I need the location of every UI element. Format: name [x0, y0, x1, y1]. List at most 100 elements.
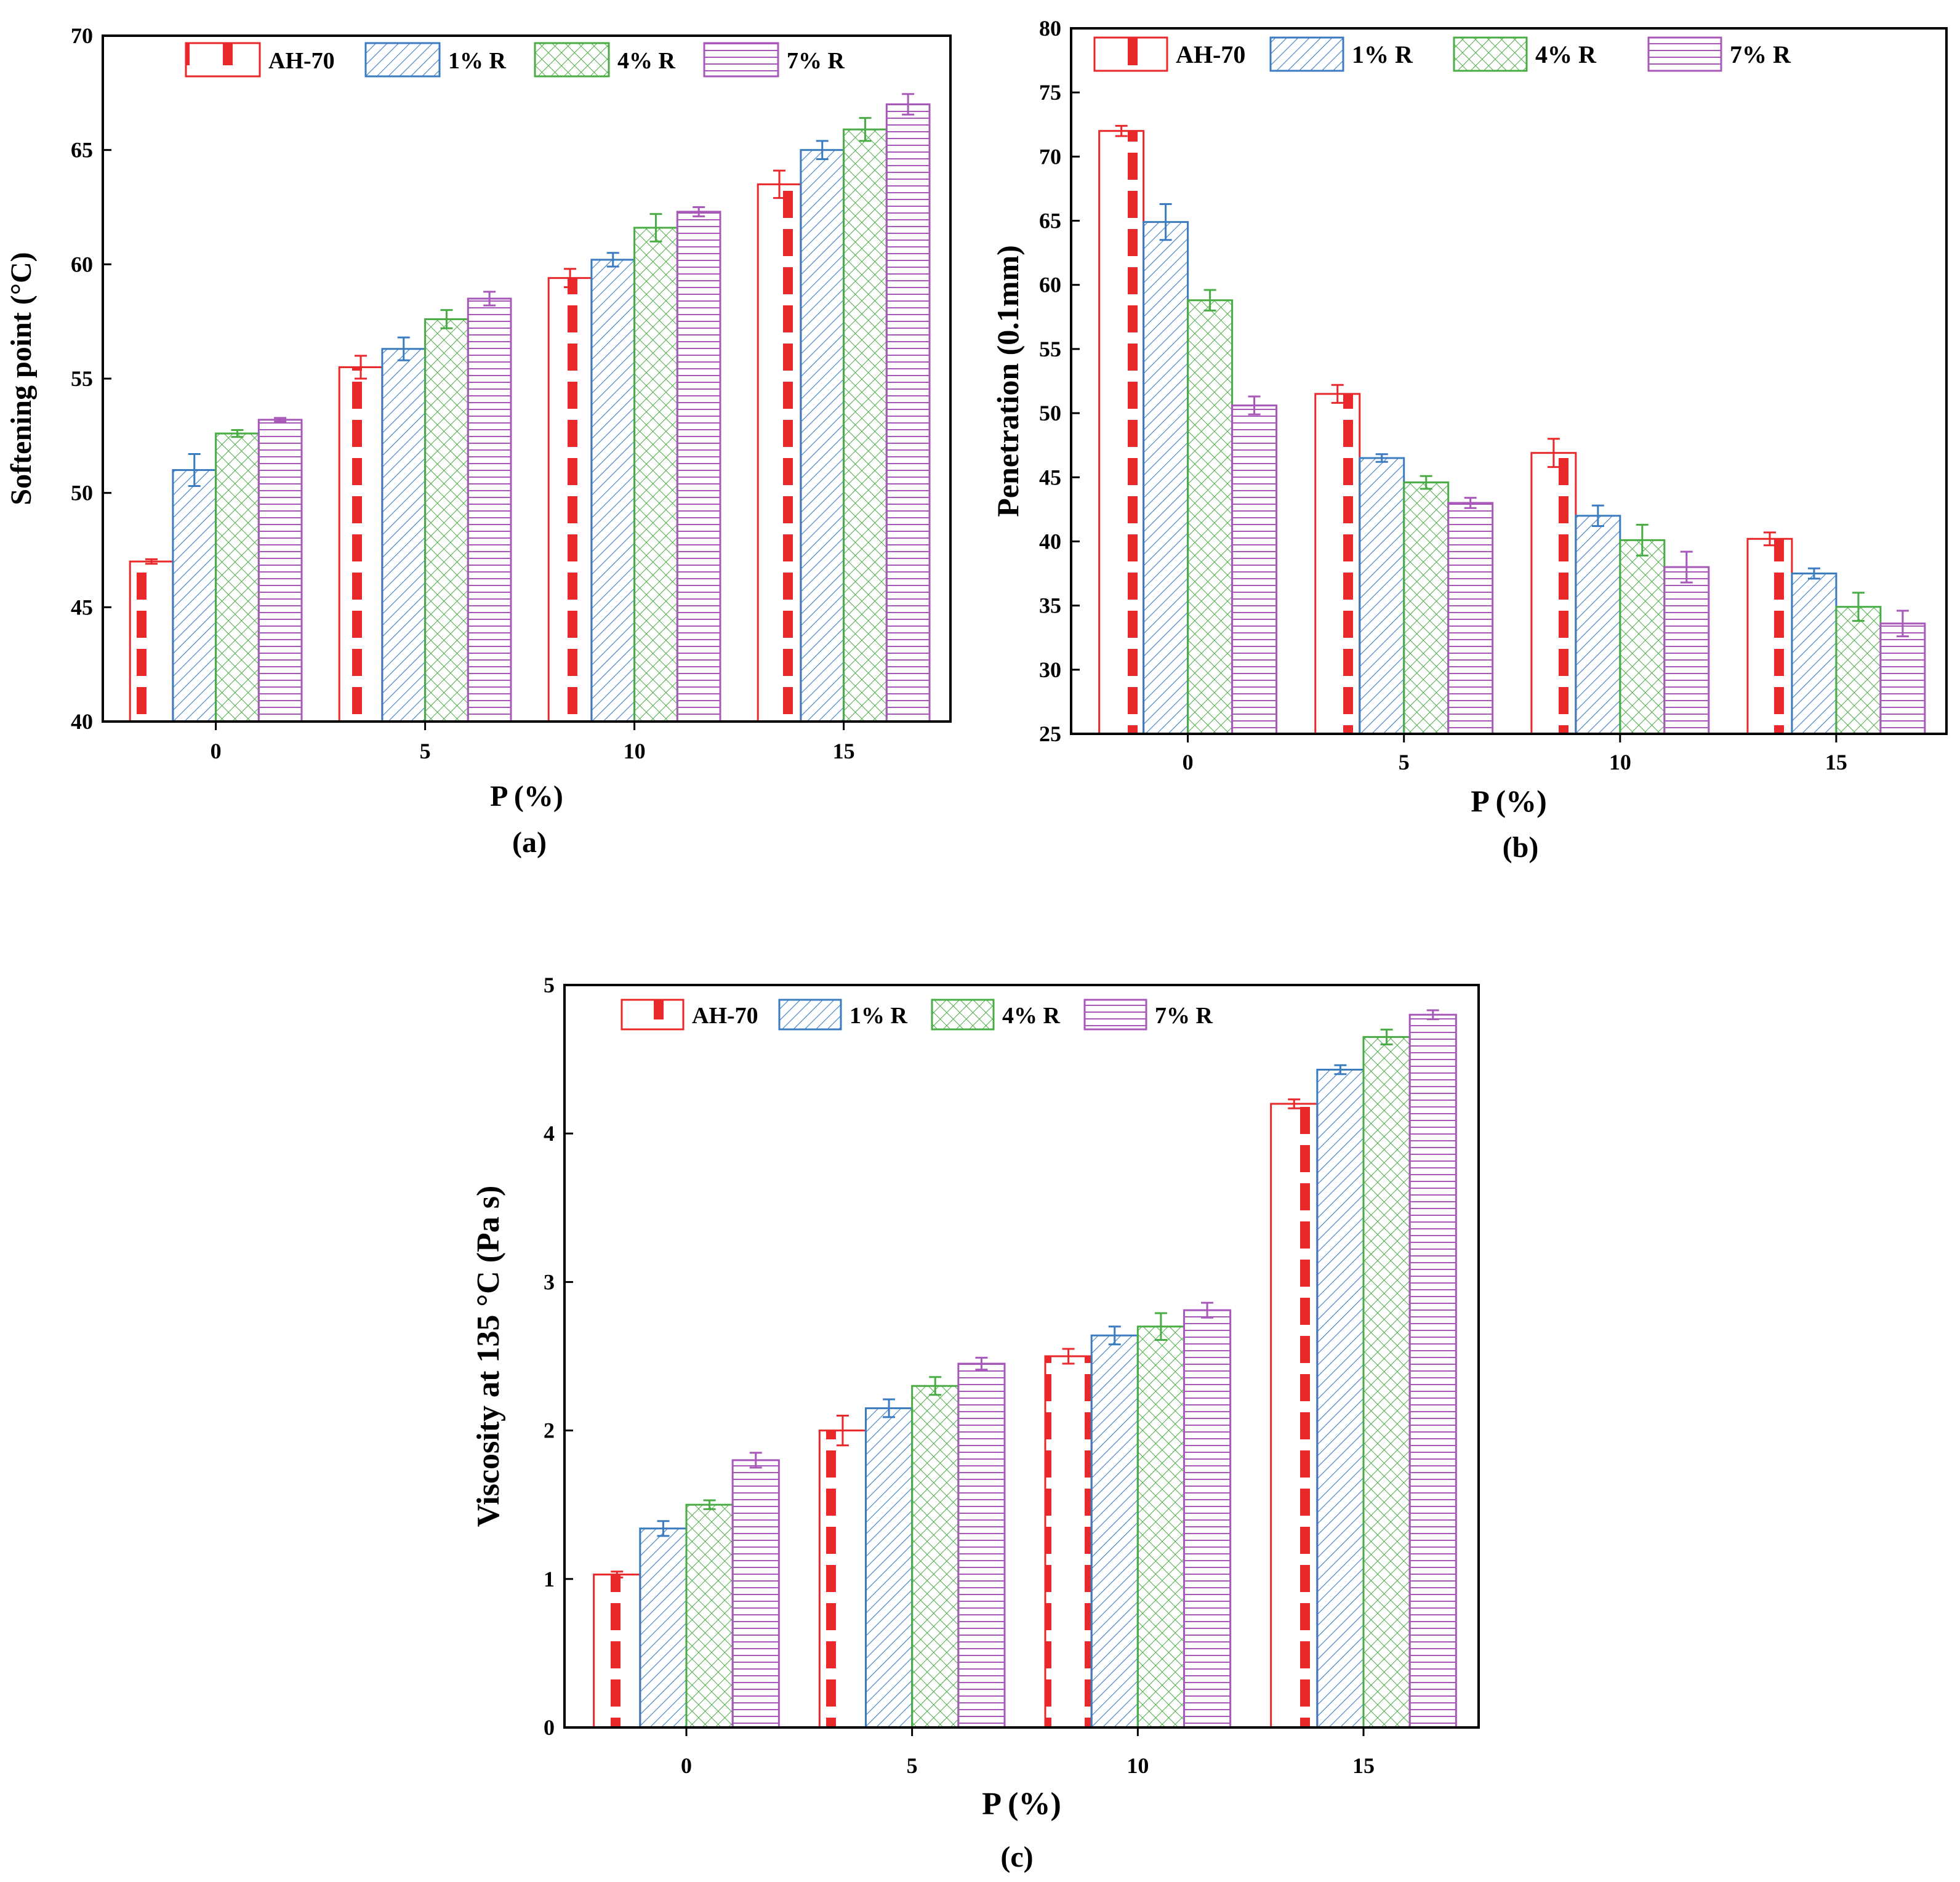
y-tick-label: 45 [1039, 465, 1061, 489]
y-tick-label: 25 [1039, 722, 1061, 746]
legend-label-7-r: 7% R [787, 48, 845, 74]
legend-swatch-7-r [1083, 999, 1147, 1031]
legend-label-ah-70: AH-70 [692, 1003, 758, 1029]
panel-label-c: (c) [1000, 1841, 1033, 1873]
legend-label-7-r: 7% R [1155, 1003, 1213, 1029]
bar-1-r-p5 [865, 1407, 914, 1729]
bar-7-r-p15 [1408, 1013, 1457, 1729]
y-tick-label: 65 [1039, 209, 1061, 233]
legend-label-ah-70: AH-70 [268, 48, 335, 74]
plot-frame [563, 984, 1480, 1729]
bar-7-r-p0 [731, 1459, 780, 1729]
y-tick-label: 35 [1039, 593, 1061, 618]
y-tick-label: 80 [1039, 16, 1061, 41]
bar-ah-70-p15 [1746, 537, 1793, 735]
y-tick-label: 60 [1039, 273, 1061, 297]
legend-label-1-r: 1% R [849, 1003, 908, 1029]
bar-1-r-p15 [1316, 1068, 1365, 1729]
y-tick-label: 65 [71, 138, 93, 163]
legend-label-1-r: 1% R [448, 48, 507, 74]
y-tick-label: 2 [544, 1418, 555, 1443]
legend-swatch-ah-70 [185, 42, 261, 78]
y-tick-label: 0 [544, 1715, 555, 1740]
legend-swatch-1-r [1269, 36, 1344, 72]
y-tick-label: 70 [71, 23, 93, 48]
legend-swatch-7-r [1647, 36, 1722, 72]
bar-1-r-p0 [172, 469, 217, 723]
bar-7-r-p0 [1231, 404, 1278, 735]
x-tick-label: 10 [624, 739, 646, 763]
bar-1-r-p15 [800, 149, 845, 723]
x-tick-label: 0 [211, 739, 222, 763]
plot-frame [1070, 27, 1948, 735]
bar-4-r-p5 [424, 318, 469, 723]
legend-label-4-r: 4% R [1535, 41, 1597, 68]
bar-ah-70-p5 [1314, 393, 1361, 735]
legend-swatch-1-r [778, 999, 842, 1031]
y-tick-label: 1 [544, 1567, 555, 1591]
bar-7-r-p0 [257, 419, 303, 723]
legend-swatch-1-r [364, 42, 441, 78]
bar-1-r-p15 [1791, 573, 1837, 735]
bar-4-r-p5 [911, 1385, 960, 1729]
bar-1-r-p5 [1359, 457, 1405, 735]
bar-ah-70-p10 [547, 277, 593, 723]
bar-ah-70-p0 [129, 560, 174, 723]
bar-7-r-p5 [957, 1362, 1006, 1729]
bar-7-r-p10 [676, 211, 721, 723]
y-tick-label: 75 [1039, 80, 1061, 105]
legend-swatch-4-r [1453, 36, 1528, 72]
bar-1-r-p10 [590, 259, 636, 723]
y-axis-title: Viscosity at 135 °C (Pa s) [471, 1186, 506, 1527]
x-axis-title: P (%) [490, 780, 563, 813]
bar-7-r-p5 [467, 297, 512, 723]
bar-4-r-p10 [1136, 1325, 1186, 1729]
bar-ah-70-p10 [1044, 1355, 1093, 1729]
bar-1-r-p10 [1090, 1334, 1139, 1729]
legend-swatch-ah-70 [621, 999, 685, 1031]
bar-ah-70-p5 [818, 1430, 867, 1729]
bar-ah-70-p5 [338, 366, 384, 723]
bar-1-r-p0 [639, 1527, 688, 1729]
chart-panel-a: 40 45 50 55 60 65 70 0 5 10 15 AH-70 1% R 4% R 7% R P (… [5, 23, 952, 813]
bar-ah-70-p15 [1270, 1103, 1319, 1729]
legend-swatch-ah-70 [1093, 36, 1168, 72]
legend-swatch-4-r [931, 999, 995, 1031]
y-axis-title: Softening point (°C) [5, 252, 38, 505]
bar-ah-70-p15 [757, 183, 802, 723]
panel-label-a: (a) [512, 826, 547, 859]
legend-label-ah-70: AH-70 [1176, 41, 1245, 68]
y-tick-label: 4 [544, 1121, 555, 1146]
bar-4-r-p0 [215, 432, 260, 723]
y-tick-label: 55 [71, 366, 93, 391]
y-tick-label: 45 [71, 595, 93, 619]
bar-4-r-p15 [843, 128, 888, 723]
y-axis-title: Penetration (0.1mm) [990, 245, 1025, 517]
y-tick-label: 50 [71, 481, 93, 505]
x-tick-label: 5 [907, 1753, 918, 1778]
y-tick-label: 3 [544, 1269, 555, 1294]
y-tick-label: 60 [71, 252, 93, 276]
y-tick-label: 50 [1039, 401, 1061, 425]
x-tick-label: 15 [1352, 1753, 1375, 1778]
y-tick-label: 30 [1039, 657, 1061, 682]
legend-label-4-r: 4% R [1002, 1003, 1061, 1029]
bar-7-r-p5 [1447, 502, 1494, 735]
x-tick-label: 5 [1399, 750, 1410, 774]
y-tick-label: 70 [1039, 144, 1061, 169]
bar-1-r-p10 [1575, 515, 1621, 735]
bar-ah-70-p10 [1530, 452, 1577, 735]
legend-label-7-r: 7% R [1730, 41, 1791, 68]
bar-ah-70-p0 [1098, 130, 1145, 735]
bar-4-r-p0 [685, 1503, 734, 1729]
bar-4-r-p0 [1187, 299, 1234, 735]
plot-frame [102, 34, 952, 723]
panel-label-b: (b) [1503, 831, 1539, 864]
x-tick-label: 0 [1183, 750, 1194, 774]
bar-1-r-p5 [381, 348, 427, 723]
chart-panel-b: 25 30 35 40 45 50 55 60 65 70 75 80 0 5 10 15 AH-70 1% R 4… [990, 16, 1948, 818]
bar-1-r-p0 [1143, 221, 1189, 735]
chart-panel-c: 0 1 2 3 4 5 0 5 10 15 AH-70 1% R 4% R 7% R P (%) Viscos… [471, 973, 1480, 1822]
y-tick-label: 5 [544, 973, 555, 997]
